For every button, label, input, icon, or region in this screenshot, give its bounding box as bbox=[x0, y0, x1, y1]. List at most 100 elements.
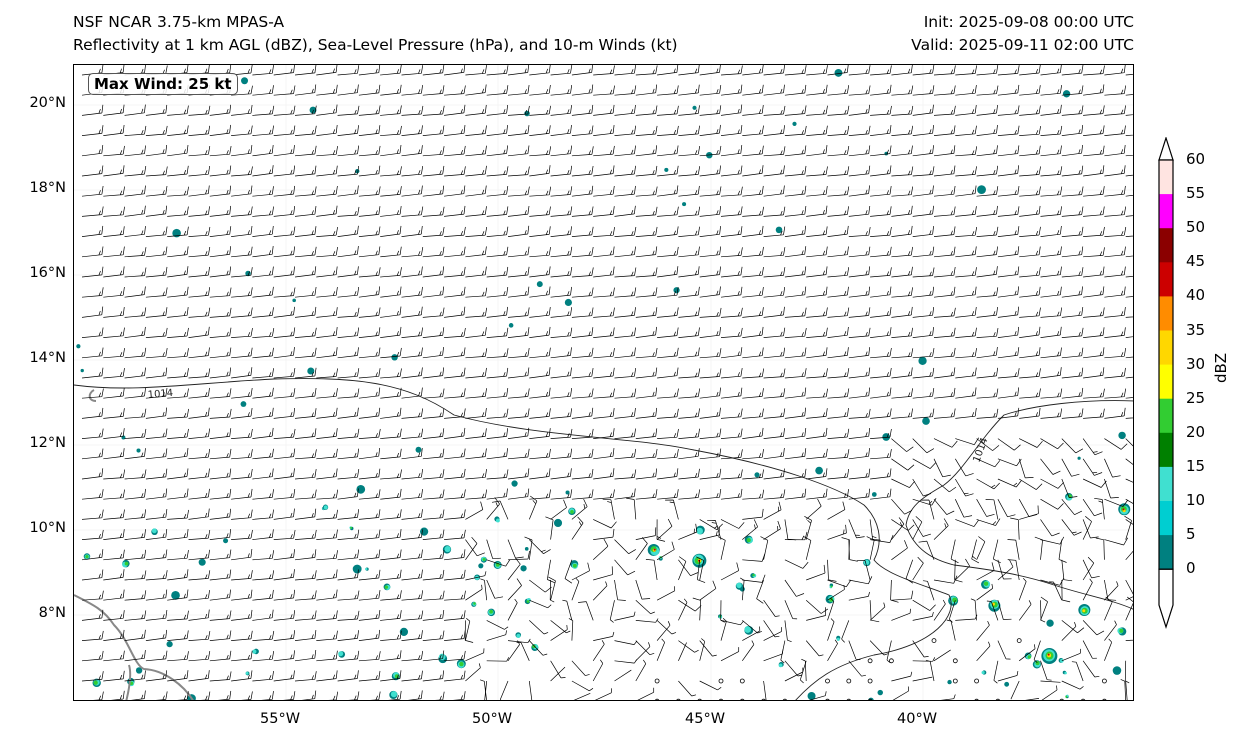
wind-barb bbox=[578, 601, 594, 621]
wind-barb bbox=[678, 146, 701, 157]
reflectivity-cell bbox=[309, 106, 317, 114]
wind-barb bbox=[465, 663, 481, 682]
wind-barb bbox=[955, 614, 978, 621]
wind-barb bbox=[124, 629, 146, 641]
wind-barb bbox=[273, 569, 295, 581]
wind-barb bbox=[1104, 226, 1127, 237]
wind-barb bbox=[231, 589, 253, 601]
wind-barb bbox=[848, 660, 866, 677]
wind-barb bbox=[294, 266, 317, 278]
wind-barb bbox=[550, 499, 567, 520]
wind-barb bbox=[465, 206, 487, 217]
wind-barb bbox=[529, 186, 552, 197]
wind-barb bbox=[827, 206, 849, 217]
wind-barb bbox=[464, 620, 474, 643]
wind-barb bbox=[188, 125, 211, 136]
slp-contour-1014 bbox=[74, 378, 952, 700]
wind-barb bbox=[444, 205, 466, 217]
wind-barb bbox=[955, 286, 977, 298]
wind-barb bbox=[571, 327, 594, 338]
wind-barb bbox=[209, 205, 232, 217]
wind-barb bbox=[145, 650, 168, 662]
reflectivity-cell bbox=[136, 448, 141, 453]
wind-barb bbox=[699, 488, 722, 500]
wind-barb bbox=[1125, 255, 1133, 258]
wind-barb bbox=[848, 468, 871, 480]
wind-barb bbox=[827, 267, 850, 278]
wind-barb bbox=[294, 145, 317, 157]
wind-barb bbox=[562, 599, 573, 621]
wind-barb bbox=[252, 651, 275, 662]
wind-barb bbox=[1058, 539, 1067, 563]
wind-barb bbox=[167, 529, 189, 540]
wind-barb bbox=[1010, 517, 1020, 540]
wind-barb bbox=[720, 368, 743, 379]
wind-barb bbox=[337, 529, 360, 540]
wind-barb bbox=[657, 428, 679, 439]
lat-tick-label: 14°N bbox=[29, 350, 66, 366]
reflectivity-cell bbox=[474, 575, 480, 580]
wind-barb bbox=[358, 407, 381, 419]
wind-barb bbox=[869, 640, 889, 656]
wind-barb bbox=[124, 448, 146, 460]
wind-barb bbox=[1125, 194, 1133, 197]
wind-barb bbox=[955, 267, 977, 278]
wind-barb bbox=[870, 286, 892, 298]
colorbar-segment bbox=[1159, 296, 1173, 331]
wind-barb bbox=[103, 408, 125, 419]
wind-barb bbox=[1040, 408, 1063, 419]
wind-barb bbox=[401, 650, 424, 662]
wind-barb bbox=[891, 287, 913, 298]
wind-barb bbox=[976, 408, 999, 419]
wind-barb bbox=[486, 246, 509, 258]
wind-barb bbox=[1019, 286, 1041, 298]
wind-barb bbox=[870, 534, 894, 543]
wind-barb bbox=[891, 540, 908, 561]
wind-barb bbox=[103, 307, 125, 318]
wind-barb bbox=[976, 287, 999, 298]
wind-barb bbox=[103, 610, 125, 621]
wind-barb bbox=[1019, 478, 1043, 490]
wind-barb bbox=[444, 529, 466, 540]
wind-barb bbox=[273, 246, 296, 258]
wind-barb bbox=[699, 206, 722, 217]
wind-barb bbox=[678, 347, 700, 359]
wind-barb bbox=[188, 307, 211, 318]
wind-barb bbox=[742, 65, 764, 76]
wind-barb bbox=[81, 367, 104, 379]
wind-barb bbox=[742, 626, 761, 641]
wind-barb bbox=[678, 125, 700, 136]
wind-barb bbox=[422, 266, 445, 278]
wind-barb bbox=[103, 206, 125, 217]
wind-barb bbox=[1061, 408, 1084, 419]
wind-barb bbox=[1104, 185, 1126, 197]
wind-barb bbox=[81, 287, 104, 298]
wind-barb bbox=[1061, 387, 1084, 399]
wind-barb bbox=[742, 307, 764, 318]
wind-barb bbox=[657, 125, 679, 136]
wind-barb bbox=[720, 206, 743, 217]
wind-barb bbox=[444, 125, 466, 136]
lon-tick-label: 45°W bbox=[685, 711, 726, 727]
wind-barb bbox=[93, 691, 104, 700]
reflectivity-cell bbox=[223, 538, 229, 544]
title-model: NSF NCAR 3.75-km MPAS-A bbox=[73, 13, 285, 31]
colorbar-tick-label: 60 bbox=[1186, 150, 1206, 168]
wind-barb bbox=[294, 610, 317, 621]
wind-barb bbox=[231, 145, 253, 157]
wind-barb bbox=[316, 630, 338, 641]
reflectivity-cell bbox=[1082, 609, 1086, 613]
wind-barb bbox=[827, 286, 849, 298]
wind-barb bbox=[252, 448, 274, 460]
wind-barb bbox=[422, 569, 445, 581]
reflectivity-cell bbox=[807, 691, 816, 700]
wind-barb bbox=[401, 347, 423, 359]
wind-barb bbox=[273, 327, 296, 338]
wind-barb bbox=[809, 691, 827, 700]
wind-barb bbox=[614, 307, 636, 318]
wind-barb bbox=[81, 529, 104, 540]
wind-barb bbox=[806, 388, 828, 399]
wind-barb bbox=[145, 104, 168, 116]
wind-barb bbox=[422, 125, 445, 136]
wind-barb bbox=[1083, 84, 1105, 96]
